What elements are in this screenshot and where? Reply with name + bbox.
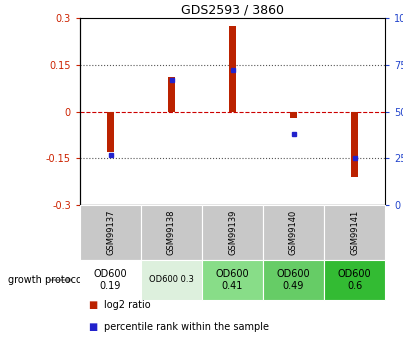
Bar [168, 77, 175, 111]
Bar [229, 26, 236, 111]
Bar [107, 111, 114, 152]
Text: GSM99140: GSM99140 [289, 210, 298, 255]
Text: GSM99138: GSM99138 [167, 210, 176, 255]
Text: OD600
0.19: OD600 0.19 [93, 269, 127, 291]
Text: GSM99141: GSM99141 [350, 210, 359, 255]
Text: OD600
0.41: OD600 0.41 [216, 269, 249, 291]
Bar [290, 111, 297, 118]
Text: ■: ■ [88, 300, 97, 310]
Text: ■: ■ [88, 322, 97, 332]
Text: percentile rank within the sample: percentile rank within the sample [104, 322, 269, 332]
Text: GSM99139: GSM99139 [228, 210, 237, 255]
Text: OD600 0.3: OD600 0.3 [149, 276, 194, 285]
Text: log2 ratio: log2 ratio [104, 300, 151, 310]
Text: GSM99137: GSM99137 [106, 210, 115, 255]
Text: growth protocol: growth protocol [8, 275, 85, 285]
Text: OD600
0.6: OD600 0.6 [338, 269, 371, 291]
Title: GDS2593 / 3860: GDS2593 / 3860 [181, 4, 284, 17]
Text: OD600
0.49: OD600 0.49 [277, 269, 310, 291]
Bar [351, 111, 358, 177]
